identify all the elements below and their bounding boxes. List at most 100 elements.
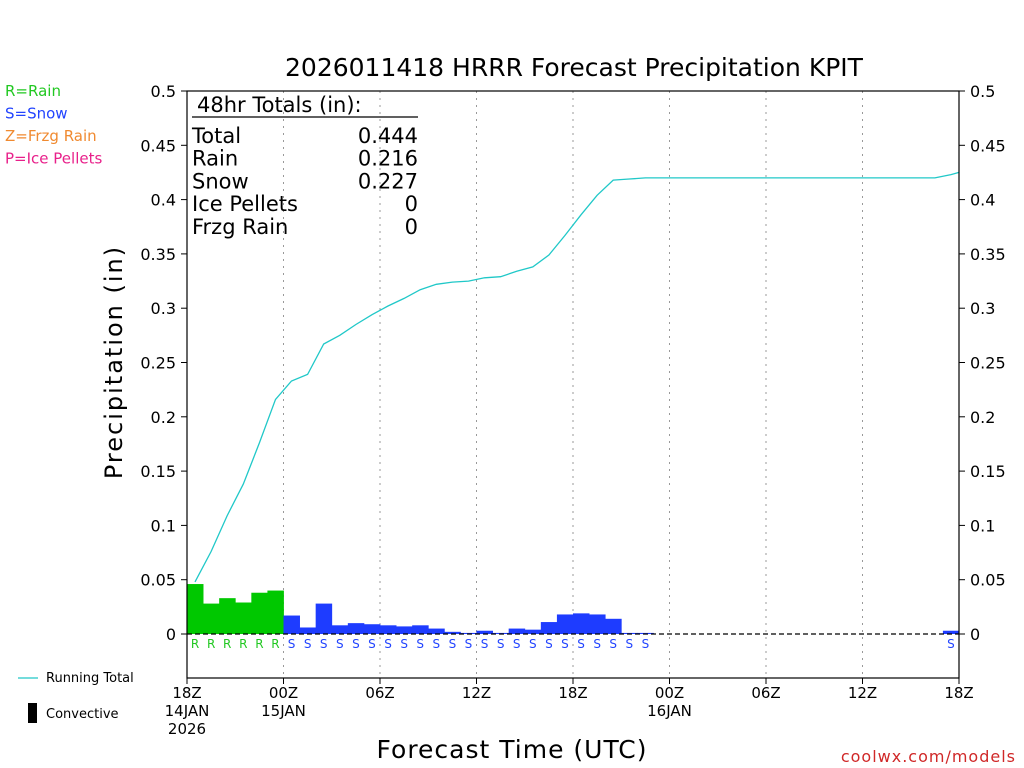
y-tick-label-right: 0.3	[970, 299, 995, 318]
ptype-letter: S	[384, 637, 392, 651]
totals-row-label: Ice Pellets	[192, 192, 298, 216]
totals-row-label: Frzg Rain	[192, 215, 288, 239]
convective-legend: Convective	[28, 703, 119, 723]
ptype-letter: S	[368, 637, 376, 651]
ptype-legend: R=Rain S=Snow Z=Frzg Rain P=Ice Pellets	[5, 82, 102, 168]
ptype-letter: S	[529, 637, 537, 651]
totals-row-label: Rain	[192, 147, 238, 171]
precip-bar	[412, 625, 429, 634]
precip-bar	[573, 613, 590, 634]
ptype-letter: R	[239, 637, 247, 651]
running-total-legend: Running Total	[18, 671, 134, 686]
totals-row-value: 0	[405, 215, 418, 239]
x-tick-label: 00Z	[655, 684, 684, 702]
totals-row-label: Total	[191, 124, 241, 148]
totals-box: 48hr Totals (in): Total 0.444 Rain 0.216 Sno…	[191, 93, 418, 239]
ptype-letter: S	[336, 637, 344, 651]
running-total-legend-label: Running Total	[46, 671, 134, 686]
totals-heading: 48hr Totals (in):	[197, 93, 362, 117]
y-axis-label: Precipitation (in)	[100, 245, 128, 479]
precip-bar	[203, 603, 220, 634]
precip-bar	[380, 625, 397, 634]
precip-bar	[396, 626, 413, 634]
y-tick-label-right: 0.5	[970, 82, 995, 101]
ptype-legend-item: P=Ice Pellets	[5, 150, 102, 168]
totals-row-value: 0.216	[358, 147, 418, 171]
ptype-letter: S	[577, 637, 585, 651]
y-tick-label-right: 0.45	[970, 136, 1006, 155]
ptype-letter: S	[465, 637, 473, 651]
y-tick-label-left: 0.15	[140, 462, 176, 481]
y-tick-label-left: 0.25	[140, 354, 176, 373]
x-tick-label: 18Z	[558, 684, 587, 702]
ptype-letter: S	[304, 637, 312, 651]
y-tick-label-right: 0.05	[970, 571, 1006, 590]
ptype-letter: S	[481, 637, 489, 651]
y-tick-label-left: 0	[166, 625, 176, 644]
y-tick-label-right: 0.2	[970, 408, 995, 427]
ptype-letter: S	[432, 637, 440, 651]
precip-bar	[508, 628, 526, 634]
precip-bar	[219, 598, 236, 634]
x-tick-label: 00Z	[269, 684, 298, 702]
x-tick-label: 15JAN	[261, 702, 306, 720]
convective-legend-label: Convective	[46, 707, 119, 722]
ptype-letter: S	[609, 637, 617, 651]
credit-text: coolwx.com/models	[841, 747, 1016, 766]
ptype-letter: S	[416, 637, 424, 651]
convective-legend-swatch	[28, 703, 37, 723]
ptype-letter: S	[320, 637, 328, 651]
precip-bar	[524, 629, 542, 634]
totals-row-value: 0.444	[358, 124, 418, 148]
y-tick-label-right: 0.1	[970, 516, 995, 535]
precip-bar	[589, 614, 606, 634]
y-tick-label-left: 0.2	[151, 408, 176, 427]
y-tick-label-left: 0.5	[151, 82, 176, 101]
ptype-letter: S	[497, 637, 505, 651]
ptype-letter: S	[513, 637, 521, 651]
precip-bar	[283, 615, 300, 634]
x-tick-label: 18Z	[944, 684, 973, 702]
x-tick-label: 06Z	[365, 684, 394, 702]
y-tick-label-left: 0.45	[140, 136, 176, 155]
y-tick-label-right: 0.35	[970, 245, 1006, 264]
ptype-legend-item: R=Rain	[5, 82, 61, 100]
precip-bar	[347, 623, 365, 634]
totals-row-label: Snow	[192, 169, 249, 193]
precip-bar	[251, 592, 268, 634]
ptype-letter: R	[255, 637, 263, 651]
bars-group	[187, 584, 960, 634]
precip-bar	[363, 624, 381, 634]
precip-bar	[476, 630, 493, 634]
y-axis-right: 0 0.05 0.1 0.15 0.2 0.25 0.3 0.35 0.4 0.45 0.5	[959, 82, 1006, 644]
x-tick-label: 06Z	[751, 684, 780, 702]
precip-bar	[428, 628, 445, 634]
running-total-group	[194, 171, 960, 583]
x-tick-label: 14JAN	[165, 702, 210, 720]
precip-bar	[331, 625, 349, 634]
ptype-letter: R	[271, 637, 279, 651]
precip-bar	[187, 584, 204, 634]
y-axis-left: 0 0.05 0.1 0.15 0.2 0.25 0.3 0.35 0.4 0.45 0.5	[140, 82, 187, 644]
ptype-letter: R	[223, 637, 231, 651]
ptype-letter: S	[947, 637, 955, 651]
y-tick-label-right: 0.15	[970, 462, 1006, 481]
precip-bar	[267, 590, 284, 634]
precip-bar	[444, 631, 461, 634]
ptype-letter: R	[191, 637, 199, 651]
ptype-legend-item: S=Snow	[5, 105, 68, 123]
ptype-letter: S	[400, 637, 408, 651]
x-axis-label: Forecast Time (UTC)	[377, 735, 648, 764]
precip-bar	[315, 603, 333, 634]
precip-bar	[299, 627, 317, 634]
y-tick-label-left: 0.4	[151, 191, 176, 210]
totals-row-value: 0.227	[358, 169, 418, 193]
totals-row-value: 0	[405, 192, 418, 216]
ptype-letter: S	[352, 637, 360, 651]
precip-bar	[605, 618, 622, 634]
x-tick-label: 12Z	[462, 684, 491, 702]
ptype-letter: S	[625, 637, 633, 651]
precip-bar	[556, 614, 574, 634]
